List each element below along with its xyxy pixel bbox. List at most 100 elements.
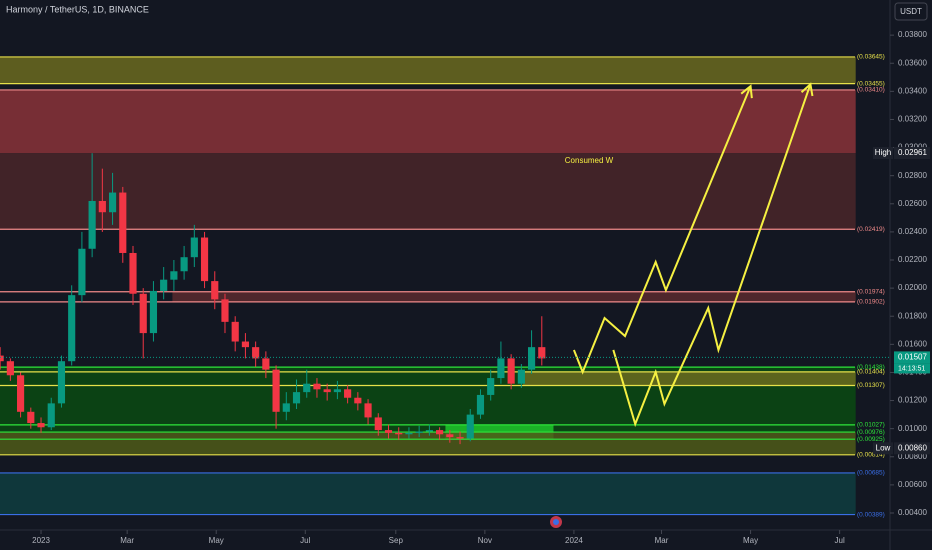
annotation: Consumed W: [565, 156, 614, 165]
x-tick-label: May: [209, 536, 224, 545]
chart-title: Harmony / TetherUS, 1D, BINANCE: [6, 4, 149, 14]
candle-body: [200, 237, 209, 282]
x-tick-label: Mar: [655, 536, 669, 545]
y-tick-label: 0.02800: [898, 171, 927, 180]
level-label: (0.00685): [857, 470, 885, 477]
level-label: (0.01307): [857, 382, 885, 389]
x-tick-label: 2023: [32, 536, 50, 545]
y-tick-label: 0.01200: [898, 396, 927, 405]
level-label: (0.00925): [857, 436, 885, 443]
y-tick-label: 0.01600: [898, 339, 927, 348]
candle-body: [344, 389, 352, 398]
x-tick-label: Sep: [389, 536, 404, 545]
candle-body: [425, 430, 433, 432]
zone: [0, 153, 856, 230]
candle-body: [354, 397, 362, 404]
price-tag-label: 0.01507: [898, 353, 927, 362]
price-tag-label: 0.02961: [898, 148, 927, 157]
y-tick-label: 0.00600: [898, 480, 927, 489]
x-tick-label: Mar: [120, 536, 134, 545]
candle-body: [160, 279, 168, 291]
plot-area: (0.03645) (0.03455)(0.03410) (0.02419) (0.0…: [0, 54, 890, 518]
y-tick-label: 0.03800: [898, 30, 927, 39]
candle-body: [384, 430, 393, 433]
x-tick-label: Jul: [835, 536, 845, 545]
y-tick-label: 0.02000: [898, 283, 927, 292]
zone: [0, 89, 856, 154]
projection-path: [572, 85, 752, 375]
candle-body: [6, 361, 14, 376]
level-label: (0.03410): [857, 87, 885, 94]
y-tick-label: 0.00400: [898, 508, 927, 517]
candle-body: [221, 299, 229, 322]
candle-body: [415, 431, 423, 433]
level-label: (0.01404): [857, 369, 885, 376]
y-tick-label: 0.02600: [898, 199, 927, 208]
candle-body: [395, 432, 403, 435]
candle-body: [57, 361, 66, 404]
candle-body: [374, 417, 382, 431]
candle-body: [0, 355, 4, 362]
candle-body: [252, 347, 260, 359]
level-label: (0.01974): [857, 288, 885, 295]
candle-body: [405, 432, 413, 435]
candle-body: [476, 394, 485, 415]
price-tag-name: High: [875, 148, 891, 157]
candle-body: [241, 341, 249, 348]
currency-button[interactable]: [894, 2, 928, 21]
candle-body: [170, 271, 178, 280]
candle-body: [139, 293, 147, 334]
candle-body: [17, 375, 25, 412]
candle-body: [149, 290, 158, 334]
y-tick-label: 0.03400: [898, 86, 927, 95]
x-tick-label: Nov: [478, 536, 492, 545]
price-tag: [894, 147, 930, 160]
candle-body: [108, 192, 117, 213]
candle-body: [303, 383, 311, 393]
price-tag-name: Low: [876, 443, 891, 452]
candle-body: [129, 252, 137, 294]
x-tick-label: Jul: [300, 536, 310, 545]
candle-body: [292, 392, 301, 404]
event-icon-inner: [553, 519, 559, 525]
level-label: (0.00814): [857, 452, 885, 459]
level-label: (0.03455): [857, 80, 885, 87]
candle-body: [47, 403, 55, 428]
candle-body: [272, 369, 280, 412]
level-label: (0.01438): [857, 364, 885, 371]
candle-body: [211, 281, 219, 300]
candle-body: [436, 430, 444, 435]
candle-body: [446, 434, 454, 438]
candle-body: [323, 389, 331, 393]
level-label: (0.01902): [857, 299, 885, 306]
level-label: (0.00976): [857, 429, 885, 436]
candle-body: [466, 414, 474, 439]
price-tag-name-bg: [873, 147, 893, 160]
candle-body: [507, 358, 515, 384]
candle-body: [190, 237, 198, 258]
y-tick-label: 0.02400: [898, 227, 927, 236]
y-tick-label: 0.02200: [898, 255, 927, 264]
candle-body: [68, 295, 76, 362]
candle-body: [37, 423, 45, 428]
candle-body: [364, 403, 372, 418]
candle-body: [98, 200, 106, 213]
countdown: 14:13:51: [898, 365, 925, 372]
y-tick-label: 0.03600: [898, 58, 927, 67]
candle-body: [456, 437, 464, 439]
arrow-head: [800, 82, 814, 97]
y-tick-label: 0.03200: [898, 115, 927, 124]
x-tick-label: May: [743, 536, 758, 545]
candle-body: [262, 358, 270, 370]
y-tick-label: 0.00800: [898, 452, 927, 461]
currency-label[interactable]: USDT: [900, 7, 922, 16]
zone: [0, 56, 856, 84]
candle-body: [313, 383, 321, 390]
zone: [172, 291, 856, 302]
candle-body: [88, 200, 96, 249]
x-tick-label: 2024: [565, 536, 583, 545]
zone: [0, 472, 856, 515]
y-tick-label: 0.01800: [898, 311, 927, 320]
zone: [522, 371, 856, 386]
